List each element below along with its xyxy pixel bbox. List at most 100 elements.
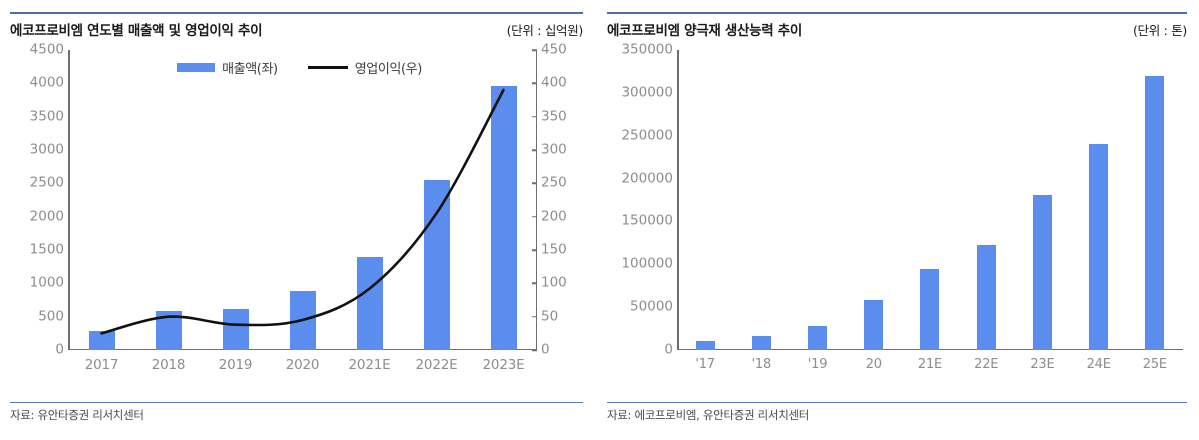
chart-bar[interactable] — [1032, 194, 1052, 350]
axis-tick-mark — [532, 82, 537, 85]
right-panel-title: 에코프로비엠 양극재 생산능력 추이 — [607, 23, 802, 39]
y-tick-label: 350 — [541, 107, 567, 124]
x-tick-label: 25E — [1142, 357, 1167, 372]
x-tick-label: 2018 — [151, 357, 186, 373]
y-tick-label: 50000 — [630, 298, 673, 315]
right-panel-header: 에코프로비엠 양극재 생산능력 추이 (단위 : 톤) — [607, 12, 1187, 44]
left-chart-y-axis-right: 0 50 100 150 200 250 300 350 400 450 — [541, 43, 591, 395]
bar-slot — [1071, 50, 1127, 350]
chart-bar[interactable] — [864, 300, 884, 350]
chart-bar[interactable] — [808, 326, 828, 350]
chart-bar[interactable] — [423, 180, 450, 350]
line-series-path — [102, 90, 504, 333]
axis-tick-mark — [532, 149, 537, 151]
y-tick-label: 3500 — [29, 107, 64, 124]
chart-bar[interactable] — [1089, 144, 1109, 350]
chart-bar[interactable] — [490, 86, 517, 350]
left-chart-canvas: 2017 2018 2019 2020 2021E 2022E 2023E — [68, 49, 537, 373]
x-tick-label: '18 — [751, 357, 772, 372]
y-tick-label: 500 — [38, 307, 64, 324]
bar-slot — [403, 50, 470, 350]
y-tick-label: 0 — [664, 341, 673, 358]
left-axis-spine — [68, 50, 70, 350]
x-tick-label: 2023E — [482, 357, 525, 373]
y-tick-label: 300000 — [621, 84, 673, 101]
chart-bar[interactable] — [695, 340, 715, 350]
x-tick-label: 22E — [974, 357, 999, 372]
right-axis-spine — [535, 50, 537, 350]
left-chart-y-axis-left: 0 500 1000 1500 2000 2500 3000 3500 4000 4500 — [8, 43, 64, 395]
y-tick-label: 350000 — [621, 41, 673, 58]
left-plot-area: 매출액(좌) 영업이익(우) 0 500 1000 1500 2000 2500 3000 3… — [0, 43, 599, 395]
chart-bar[interactable] — [920, 268, 940, 350]
y-tick-label: 0 — [55, 341, 64, 358]
left-panel-header: 에코프로비엠 연도별 매출액 및 영업이익 추이 (단위 : 십억원) — [10, 12, 583, 44]
right-chart-y-axis: 0 50000 100000 150000 200000 250000 300000 3500… — [601, 43, 673, 395]
left-panel-title: 에코프로비엠 연도별 매출액 및 영업이익 추이 — [10, 23, 263, 39]
y-tick-label: 250 — [541, 174, 567, 191]
x-tick-label: 24E — [1086, 357, 1111, 372]
x-tick-label: 2020 — [285, 357, 320, 373]
chart-bar[interactable] — [88, 330, 115, 350]
right-plot-area: 0 50000 100000 150000 200000 250000 300000 3500… — [599, 43, 1199, 395]
right-chart-panel: 에코프로비엠 양극재 생산능력 추이 (단위 : 톤) 0 50000 100000… — [599, 0, 1199, 440]
y-tick-label: 150 — [541, 241, 567, 258]
x-tick-label: 2022E — [415, 357, 458, 373]
bar-slot — [789, 50, 845, 350]
x-tick-label: 23E — [1030, 357, 1055, 372]
x-tick-label: 2021E — [348, 357, 391, 373]
left-source-note: 자료: 유안타증권 리서치센터 — [10, 408, 144, 422]
axis-tick-mark — [532, 215, 537, 218]
y-tick-label: 200000 — [621, 169, 673, 186]
chart-bar[interactable] — [356, 256, 383, 350]
bar-slot — [202, 50, 269, 350]
left-chart-panel: 에코프로비엠 연도별 매출액 및 영업이익 추이 (단위 : 십억원) 매출액(… — [0, 0, 599, 440]
y-tick-label: 2500 — [29, 174, 64, 191]
bar-slot — [68, 50, 135, 350]
chart-bar[interactable] — [222, 308, 249, 350]
bar-slot — [902, 50, 958, 350]
y-tick-label: 400 — [541, 74, 567, 91]
y-tick-label: 450 — [541, 41, 567, 58]
x-tick-label: 20 — [865, 357, 882, 372]
bar-slot — [470, 50, 537, 350]
y-tick-label: 2000 — [29, 207, 64, 224]
chart-bar[interactable] — [751, 336, 771, 350]
y-tick-label: 0 — [541, 341, 550, 358]
x-tick-label: 2017 — [84, 357, 119, 373]
x-tick-label: '17 — [695, 357, 715, 372]
left-panel-unit: (단위 : 십억원) — [506, 23, 584, 38]
bar-slot — [1014, 50, 1070, 350]
axis-tick-mark — [532, 182, 537, 185]
y-tick-label: 3000 — [29, 141, 64, 158]
bar-slot — [677, 50, 733, 350]
operating-profit-line — [68, 50, 537, 350]
x-tick-label: '19 — [807, 357, 828, 372]
bar-slot — [846, 50, 902, 350]
y-tick-label: 100000 — [621, 255, 673, 272]
y-tick-label: 200 — [541, 207, 567, 224]
right-chart-y-spine — [677, 50, 679, 350]
y-tick-label: 50 — [541, 307, 559, 324]
axis-tick-mark — [532, 115, 537, 118]
y-tick-label: 1000 — [29, 274, 64, 291]
left-chart-bars — [68, 50, 537, 350]
axis-tick-mark — [532, 49, 537, 51]
axis-tick-mark — [532, 249, 537, 251]
right-chart-bars — [677, 50, 1183, 350]
left-panel-footer: 자료: 유안타증권 리서치센터 — [10, 402, 583, 426]
axis-tick-mark — [532, 315, 537, 318]
y-tick-label: 250000 — [621, 126, 673, 143]
chart-bar[interactable] — [1145, 75, 1165, 350]
right-panel-footer: 자료: 에코프로비엠, 유안타증권 리서치센터 — [607, 402, 1187, 426]
y-tick-label: 1500 — [29, 241, 64, 258]
chart-bar[interactable] — [976, 245, 996, 350]
right-panel-unit: (단위 : 톤) — [1132, 23, 1187, 38]
bar-slot — [733, 50, 789, 350]
bar-slot — [336, 50, 403, 350]
axis-tick-mark — [532, 282, 537, 285]
x-tick-label: 21E — [917, 357, 943, 372]
x-tick-label: 2019 — [218, 357, 253, 373]
right-source-note: 자료: 에코프로비엠, 유안타증권 리서치센터 — [607, 408, 810, 422]
